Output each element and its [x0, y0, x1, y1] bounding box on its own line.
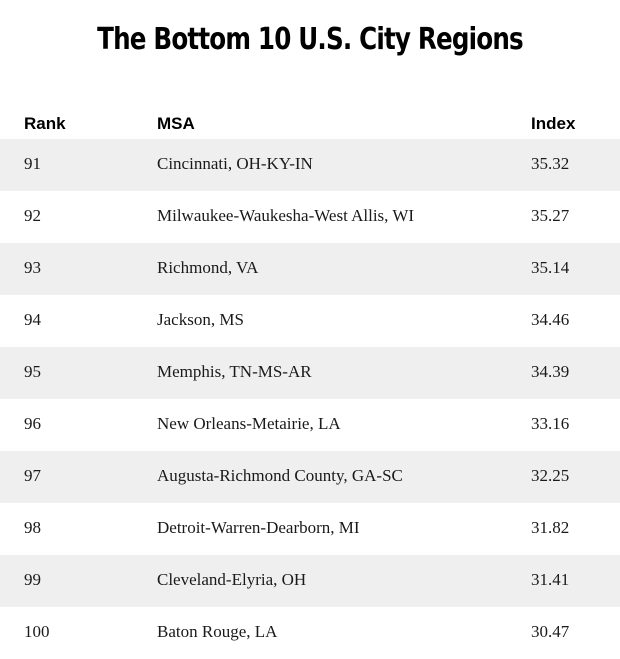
cell-index: 35.14	[531, 258, 570, 277]
cell-msa: Milwaukee-Waukesha-West Allis, WI	[157, 206, 415, 225]
cell-index: 35.27	[531, 206, 570, 225]
cell-index: 34.39	[531, 362, 570, 381]
cell-msa: Detroit-Warren-Dearborn, MI	[157, 518, 360, 537]
cell-rank: 100	[24, 622, 50, 641]
cell-msa: Richmond, VA	[157, 258, 259, 277]
cell-msa: Cleveland-Elyria, OH	[157, 570, 307, 589]
cell-msa: Cincinnati, OH-KY-IN	[157, 154, 313, 173]
cell-msa: New Orleans-Metairie, LA	[157, 414, 341, 433]
cell-msa: Augusta-Richmond County, GA-SC	[157, 466, 403, 485]
cell-index: 34.46	[531, 310, 570, 329]
cell-index: 31.82	[531, 518, 570, 537]
cell-rank: 91	[24, 154, 41, 173]
cell-rank: 97	[24, 466, 41, 485]
header-rank: Rank	[24, 114, 66, 133]
cell-rank: 93	[24, 258, 41, 277]
cell-index: 30.47	[531, 622, 570, 641]
header-index: Index	[531, 114, 576, 133]
cell-rank: 94	[24, 310, 41, 329]
cell-msa: Memphis, TN-MS-AR	[157, 362, 312, 381]
table-row: 95 Memphis, TN-MS-AR 34.39	[0, 347, 620, 399]
table-row: 98 Detroit-Warren-Dearborn, MI 31.82	[0, 503, 620, 555]
table-header: Rank MSA Index	[0, 109, 620, 139]
table-row: 94 Jackson, MS 34.46	[0, 295, 620, 347]
cell-index: 33.16	[531, 414, 570, 433]
table-row: 99 Cleveland-Elyria, OH 31.41	[0, 555, 620, 607]
cell-rank: 92	[24, 206, 41, 225]
table-row: 91 Cincinnati, OH-KY-IN 35.32	[0, 139, 620, 191]
chart-title: The Bottom 10 U.S. City Regions	[97, 22, 524, 57]
cell-index: 35.32	[531, 154, 570, 173]
cell-rank: 99	[24, 570, 41, 589]
header-msa: MSA	[157, 114, 195, 133]
table-body: 91 Cincinnati, OH-KY-IN 35.32 92 Milwaukee-W…	[0, 139, 620, 659]
cell-msa: Jackson, MS	[157, 310, 244, 329]
cell-msa: Baton Rouge, LA	[157, 622, 278, 641]
cell-rank: 98	[24, 518, 41, 537]
table-row: 100 Baton Rouge, LA 30.47	[0, 607, 620, 659]
cell-rank: 95	[24, 362, 41, 381]
table-row: 92 Milwaukee-Waukesha-West Allis, WI 35.27	[0, 191, 620, 243]
table-row: 93 Richmond, VA 35.14	[0, 243, 620, 295]
cell-index: 32.25	[531, 466, 570, 485]
table-row: 96 New Orleans-Metairie, LA 33.16	[0, 399, 620, 451]
table-row: 97 Augusta-Richmond County, GA-SC 32.25	[0, 451, 620, 503]
cell-rank: 96	[24, 414, 41, 433]
cell-index: 31.41	[531, 570, 570, 589]
